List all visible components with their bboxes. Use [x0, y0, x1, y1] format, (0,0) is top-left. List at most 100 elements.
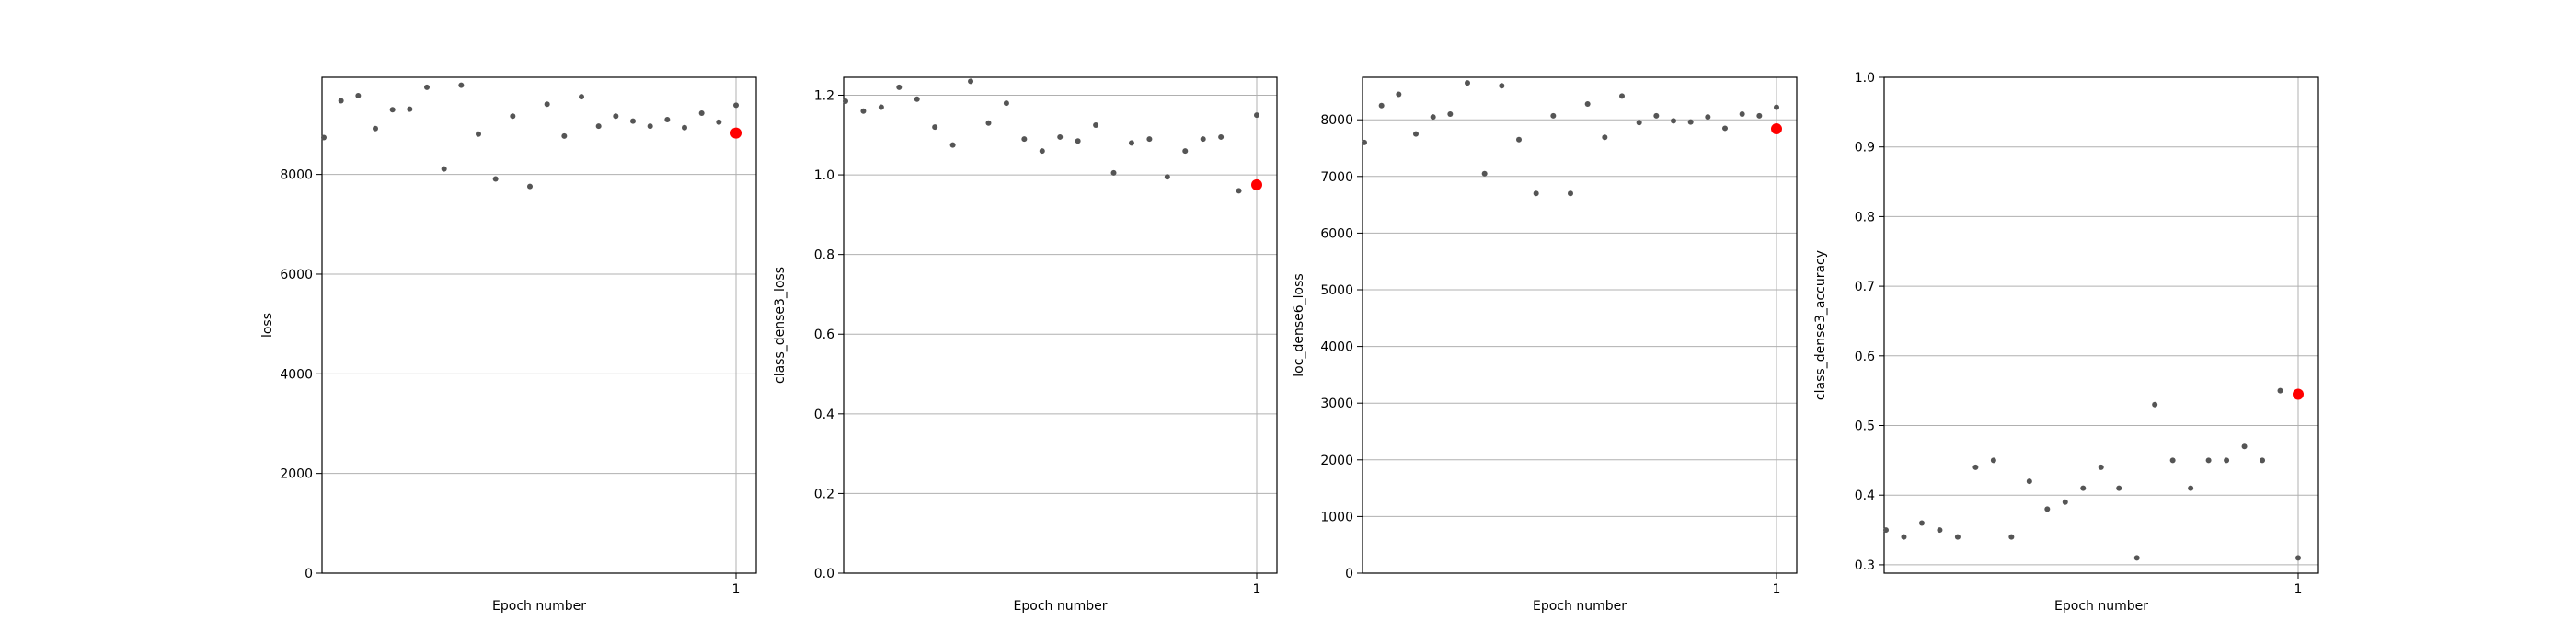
- plot-frame: [843, 76, 1278, 574]
- y-axis-label: class_dense3_loss: [773, 267, 788, 384]
- data-point: [698, 110, 705, 117]
- data-point: [914, 96, 920, 102]
- data-point: [1430, 114, 1436, 121]
- data-point: [1110, 169, 1117, 176]
- data-point: [1722, 125, 1728, 132]
- data-point: [407, 106, 413, 112]
- data-point: [1128, 140, 1134, 146]
- data-point: [1236, 188, 1242, 194]
- y-axis-label: loss: [260, 313, 275, 338]
- data-point: [2260, 457, 2266, 464]
- data-point: [1774, 104, 1779, 110]
- data-point: [321, 134, 327, 141]
- data-point: [1568, 190, 1573, 197]
- data-point: [2169, 457, 2176, 464]
- y-tick-label: 0.6: [814, 328, 834, 342]
- data-point: [2116, 485, 2122, 491]
- data-point: [476, 131, 481, 137]
- y-axis-label: loc_dense6_loss: [1292, 273, 1306, 376]
- data-point: [492, 176, 499, 182]
- data-point: [647, 123, 653, 130]
- data-point: [424, 84, 430, 90]
- y-tick-label: 8000: [280, 168, 313, 183]
- y-tick-label: 2000: [280, 467, 313, 482]
- plot-frame: [321, 76, 757, 574]
- data-point: [1093, 121, 1099, 128]
- y-tick-label: 0.5: [1855, 420, 1875, 434]
- data-point: [1254, 112, 1259, 119]
- data-point: [1039, 148, 1045, 155]
- data-point: [1937, 527, 1943, 534]
- y-tick-label: 1000: [1320, 510, 1353, 524]
- data-point: [2133, 555, 2140, 561]
- data-point: [458, 82, 465, 88]
- data-point: [1687, 119, 1694, 125]
- y-tick-label: 0.3: [1855, 558, 1875, 573]
- y-tick-label: 0: [305, 567, 313, 581]
- data-point: [2008, 534, 2015, 540]
- x-tick-label: 1: [732, 582, 741, 597]
- data-point: [1465, 80, 1470, 86]
- data-point: [1671, 118, 1676, 124]
- data-point: [968, 78, 974, 85]
- data-point: [878, 104, 884, 110]
- y-tick-label: 6000: [1320, 226, 1353, 241]
- data-point: [2026, 478, 2032, 485]
- data-point: [1619, 93, 1625, 99]
- data-point: [1413, 131, 1419, 137]
- y-tick-label: 2000: [1320, 454, 1353, 468]
- plot-frame: [1362, 76, 1798, 574]
- data-point: [1218, 133, 1225, 140]
- data-point: [1756, 112, 1763, 119]
- data-point: [1990, 457, 1996, 464]
- data-point: [1378, 102, 1385, 109]
- chart-panel-1: 0 2000 4000 6000 8000 1 Epoch number loss: [260, 76, 757, 614]
- data-point: [373, 125, 378, 132]
- data-point: [682, 124, 687, 131]
- y-tick-label: 0: [1345, 567, 1353, 581]
- data-point: [1146, 136, 1153, 143]
- data-point: [1447, 111, 1454, 118]
- data-point: [441, 166, 447, 172]
- data-point: [2080, 485, 2087, 491]
- data-point: [1533, 190, 1539, 197]
- data-point: [2224, 457, 2230, 464]
- data-point-current: [1771, 123, 1782, 135]
- data-point: [1550, 112, 1557, 119]
- data-point: [1972, 464, 1979, 470]
- y-tick-label: 6000: [280, 268, 313, 282]
- data-point: [1182, 148, 1189, 155]
- y-axis-label: class_dense3_accuracy: [1813, 250, 1828, 400]
- x-axis-label: Epoch number: [1533, 599, 1627, 614]
- data-point: [1021, 136, 1028, 143]
- x-tick-label: 1: [1253, 582, 1261, 597]
- data-point: [389, 107, 396, 113]
- y-tick-label: 0.8: [1855, 210, 1875, 224]
- data-point: [896, 84, 903, 90]
- data-point: [1954, 534, 1961, 540]
- data-point: [1705, 114, 1711, 121]
- data-point: [1499, 83, 1505, 89]
- data-point: [1516, 136, 1522, 143]
- data-point: [1075, 138, 1081, 144]
- data-point: [1653, 112, 1660, 119]
- data-point: [2062, 499, 2068, 505]
- data-point: [2295, 555, 2301, 561]
- x-tick-label: 1: [1773, 582, 1781, 597]
- x-axis-label: Epoch number: [2054, 599, 2148, 614]
- data-point-current: [730, 127, 742, 139]
- data-point: [1602, 134, 1608, 141]
- data-point: [1901, 534, 1907, 540]
- data-point: [355, 93, 362, 99]
- data-point: [1739, 111, 1745, 118]
- x-axis-label: Epoch number: [1014, 599, 1108, 614]
- y-tick-label: 3000: [1320, 397, 1353, 411]
- data-point: [1396, 91, 1402, 98]
- chart-panel-3: 0 1000 2000 3000 4000 5000 6000 7000 8000 1 Epoch …: [1292, 76, 1798, 614]
- y-tick-label: 0.4: [1855, 489, 1875, 503]
- y-tick-label: 0.0: [814, 567, 834, 581]
- data-point: [561, 132, 568, 139]
- data-point: [860, 108, 867, 114]
- y-tick-label: 0.2: [814, 487, 834, 501]
